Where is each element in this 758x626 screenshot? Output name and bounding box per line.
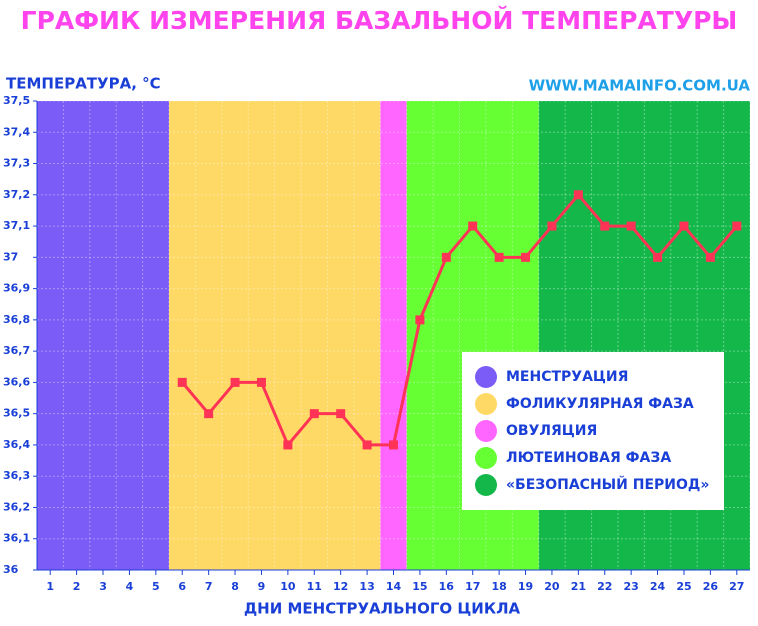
x-tick-label: 17 <box>465 580 480 593</box>
marker <box>309 409 319 419</box>
marker <box>521 252 531 262</box>
marker <box>362 440 372 450</box>
marker <box>389 440 398 450</box>
y-tick-label: 36,1 <box>3 532 30 545</box>
y-tick-label: 37,4 <box>3 125 30 138</box>
x-tick-label: 19 <box>518 580 533 593</box>
y-tick-label: 36,7 <box>3 344 30 357</box>
phase-band <box>380 101 407 570</box>
legend-box <box>462 352 724 510</box>
marker <box>705 252 715 262</box>
marker <box>494 252 504 262</box>
marker <box>626 221 636 231</box>
marker <box>283 440 293 450</box>
x-tick-label: 10 <box>280 580 296 593</box>
legend-label: ЛЮТЕИНОВАЯ ФАЗА <box>506 450 671 466</box>
marker <box>573 190 583 200</box>
marker <box>732 221 742 231</box>
chart-title: ГРАФИК ИЗМЕРЕНИЯ БАЗАЛЬНОЙ ТЕМПЕРАТУРЫ <box>21 6 738 35</box>
source: WWW.MAMAINFO.COM.UA <box>529 77 751 95</box>
phase-band <box>169 101 381 570</box>
x-tick-label: 1 <box>46 580 54 593</box>
legend-swatch <box>475 447 497 469</box>
y-tick-label: 36,4 <box>3 438 30 451</box>
marker <box>336 409 346 419</box>
y-tick-label: 36,9 <box>3 282 30 295</box>
y-tick-label: 36,3 <box>3 469 30 482</box>
y-tick-label: 37 <box>3 250 18 263</box>
legend-label: ОВУЛЯЦИЯ <box>506 423 597 439</box>
y-tick-label: 37,1 <box>3 219 30 232</box>
x-tick-label: 12 <box>333 580 348 593</box>
line <box>181 193 738 447</box>
legend-swatch <box>475 474 497 496</box>
y-tick-label: 37,3 <box>3 157 30 170</box>
y-tick-label: 36,5 <box>3 407 30 420</box>
legend-label: ФОЛИКУЛЯРНАЯ ФАЗА <box>506 396 694 412</box>
legend-swatch <box>475 420 497 442</box>
x-tick-label: 21 <box>571 580 586 593</box>
x-tick-label: 4 <box>126 580 134 593</box>
x-tick-label: 14 <box>386 580 402 593</box>
x-tick-label: 7 <box>205 580 213 593</box>
legend-label: «БЕЗОПАСНЫЙ ПЕРИОД» <box>506 476 709 493</box>
x-tick-label: 15 <box>412 580 427 593</box>
x-tick-label: 16 <box>439 580 455 593</box>
legend-swatch <box>475 393 497 415</box>
legend-label: МЕНСТРУАЦИЯ <box>506 369 628 385</box>
x-tick-label: 25 <box>676 580 691 593</box>
x-tick-label: 6 <box>178 580 186 593</box>
x-tick-label: 23 <box>624 580 639 593</box>
y-tick-label: 36 <box>3 563 19 576</box>
x-tick-label: 22 <box>597 580 612 593</box>
x-tick-label: 9 <box>258 580 266 593</box>
marker <box>204 409 214 419</box>
marker <box>547 221 557 231</box>
x-tick-label: 3 <box>99 580 107 593</box>
y-tick-label: 36,8 <box>3 313 30 326</box>
marker <box>415 315 425 325</box>
x-tick-label: 2 <box>73 580 81 593</box>
x-tick-label: 24 <box>650 580 666 593</box>
x-tick-label: 26 <box>703 580 719 593</box>
y-axis-label: ТЕМПЕРАТУРА, °С <box>6 75 161 93</box>
marker <box>600 221 610 231</box>
x-tick-label: 11 <box>307 580 322 593</box>
marker <box>441 252 451 262</box>
marker <box>653 252 663 262</box>
y-tick-label: 36,2 <box>3 500 30 513</box>
legend-swatch <box>475 366 497 388</box>
x-tick-label: 20 <box>544 580 560 593</box>
marker <box>256 377 266 387</box>
x-tick-label: 8 <box>231 580 239 593</box>
marker <box>230 377 240 387</box>
y-tick-label: 36,6 <box>3 375 30 388</box>
marker <box>177 377 187 387</box>
x-tick-label: 27 <box>729 580 744 593</box>
marker <box>679 221 689 231</box>
x-axis-label: ДНИ МЕНСТРУАЛЬНОГО ЦИКЛА <box>244 600 521 618</box>
x-tick-label: 18 <box>491 580 506 593</box>
x-tick-label: 13 <box>359 580 374 593</box>
x-tick-label: 5 <box>152 580 160 593</box>
phase-band <box>37 101 170 570</box>
y-tick-label: 37,5 <box>3 94 30 107</box>
marker <box>468 221 478 231</box>
y-tick-label: 37,2 <box>3 188 30 201</box>
